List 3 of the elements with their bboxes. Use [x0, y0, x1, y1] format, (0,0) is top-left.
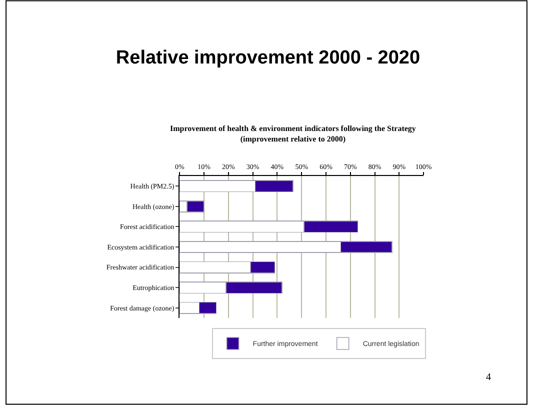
chart-title: Relative improvement 2000 - 2020: [116, 47, 420, 68]
chart-subtitle: Improvement of health & environment indicators following the Strategy (improvement relative to 2000): [170, 124, 416, 144]
text: 4: [486, 372, 491, 383]
